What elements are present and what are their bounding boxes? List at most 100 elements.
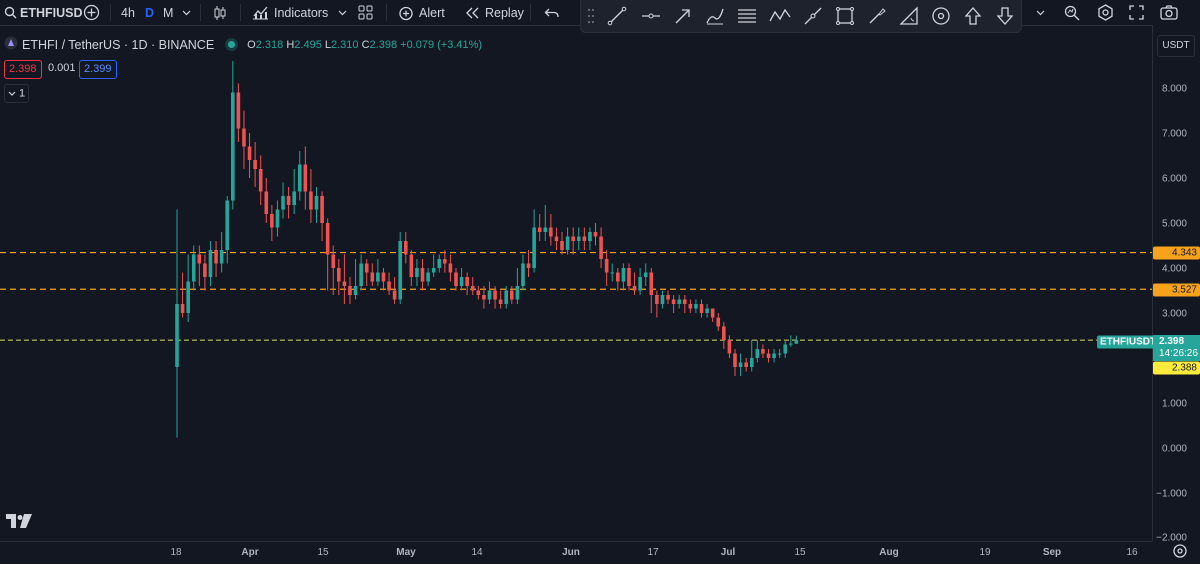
candle-body (565, 236, 570, 250)
indicators-button[interactable]: Indicators (252, 0, 328, 25)
candle (203, 254, 207, 291)
brush-icon[interactable] (867, 6, 887, 26)
indicators-dropdown[interactable] (338, 0, 347, 25)
interval-dropdown[interactable] (182, 0, 191, 25)
horizontal-line-icon[interactable] (641, 6, 661, 26)
currency-selector[interactable]: USDT (1157, 35, 1195, 57)
undo-icon (544, 7, 559, 19)
ruler-icon[interactable] (899, 6, 919, 26)
candle (521, 254, 525, 291)
candle (722, 322, 726, 349)
candle (783, 340, 788, 358)
interval-4h[interactable]: 4h (121, 5, 135, 20)
undo-button[interactable] (544, 0, 559, 25)
indicators-collapse-button[interactable]: 1 (4, 84, 30, 103)
candle (649, 268, 654, 313)
candle (476, 286, 481, 300)
candle (576, 227, 581, 250)
candle-body (621, 268, 626, 282)
tradingview-logo[interactable] (6, 514, 32, 533)
rectangle-icon[interactable] (835, 6, 855, 26)
trend-line-icon[interactable] (607, 6, 627, 26)
candle-body (454, 272, 458, 286)
candle-body (253, 160, 257, 169)
alert-button[interactable]: Alert (398, 0, 445, 25)
candle (225, 196, 230, 264)
candle-body (498, 299, 503, 304)
candle (258, 155, 263, 205)
replay-button[interactable]: Replay (465, 0, 524, 25)
candle (543, 205, 548, 241)
settings-button[interactable] (1097, 0, 1114, 25)
candle-body (649, 272, 654, 295)
axis-settings-button[interactable] (1172, 543, 1188, 564)
target-icon[interactable] (931, 6, 951, 26)
candle (643, 263, 648, 286)
snapshot-button[interactable] (1160, 0, 1178, 25)
candle-body (437, 259, 442, 268)
chart-type-button[interactable] (212, 0, 228, 25)
drag-handle-icon[interactable] (587, 6, 595, 26)
search-icon (4, 6, 17, 19)
symbol-search[interactable]: ETHFIUSD (4, 0, 83, 25)
candle (682, 295, 687, 313)
candle (398, 232, 402, 304)
price-axis[interactable]: USDT 8.000 7.000 6.000 5.000 4.000 3.000… (1152, 25, 1200, 544)
drawing-toolbar-dropdown[interactable] (1036, 0, 1045, 25)
candle (292, 169, 296, 214)
candle (231, 61, 235, 210)
arrow-icon[interactable] (673, 6, 693, 26)
pencil-icon[interactable] (705, 6, 725, 26)
candle-body (682, 299, 687, 304)
search-tool-button[interactable] (1064, 0, 1080, 25)
price-chart[interactable] (0, 25, 1152, 541)
level-price-tag: 3.527 (1153, 283, 1200, 297)
candle (325, 218, 330, 291)
pair-title[interactable]: ETHFI / TetherUS · 1D · BINANCE (22, 37, 215, 52)
arrow-up-icon[interactable] (963, 6, 983, 26)
interval-d[interactable]: D (145, 5, 155, 20)
candle-body (710, 308, 715, 318)
time-tick: Sep (1042, 547, 1062, 558)
level-price-tag: 4.343 (1153, 246, 1200, 260)
interval-m[interactable]: M (163, 5, 174, 20)
candle (549, 214, 553, 246)
fullscreen-button[interactable] (1129, 0, 1144, 25)
candle-body (197, 254, 202, 264)
candle (337, 259, 341, 295)
candle (554, 227, 559, 250)
sell-price-button[interactable]: 2.398 (4, 60, 42, 79)
candle (348, 277, 352, 304)
candle-body (727, 340, 732, 354)
candle-body (370, 272, 375, 282)
chevron-down-icon (1036, 10, 1045, 16)
symbol-text: ETHFIUSD (20, 5, 83, 20)
candle (426, 268, 430, 286)
candle (582, 227, 587, 250)
price-tick: 4.000 (1161, 263, 1187, 275)
chart-legend: ETHFI / TetherUS · 1D · BINANCE O2.318 H… (4, 36, 482, 53)
candle (470, 277, 475, 295)
candle-body (532, 227, 536, 268)
time-tick: May (396, 547, 416, 558)
candle-body (342, 281, 347, 286)
candle-body (303, 164, 308, 192)
candle (482, 286, 486, 309)
fib-retracement-icon[interactable] (737, 6, 757, 26)
pattern-icon[interactable] (769, 6, 791, 26)
candle-body (616, 272, 620, 282)
time-axis[interactable]: 18 Apr 15 May 14 Jun 17 Jul 15 Aug 19 Se… (0, 541, 1152, 563)
buy-price-button[interactable]: 2.399 (79, 60, 117, 79)
layouts-button[interactable] (358, 0, 373, 25)
candle-body (666, 295, 670, 300)
measure-icon[interactable] (803, 6, 823, 26)
candle (537, 214, 542, 241)
price-tick: 6.000 (1161, 173, 1187, 185)
candle-body (470, 286, 475, 291)
chevron-down-icon (338, 10, 347, 16)
candle-body (543, 227, 548, 232)
compare-button[interactable] (83, 0, 100, 25)
arrow-down-icon[interactable] (995, 6, 1015, 26)
candle (487, 281, 492, 304)
candle-body (733, 353, 737, 367)
